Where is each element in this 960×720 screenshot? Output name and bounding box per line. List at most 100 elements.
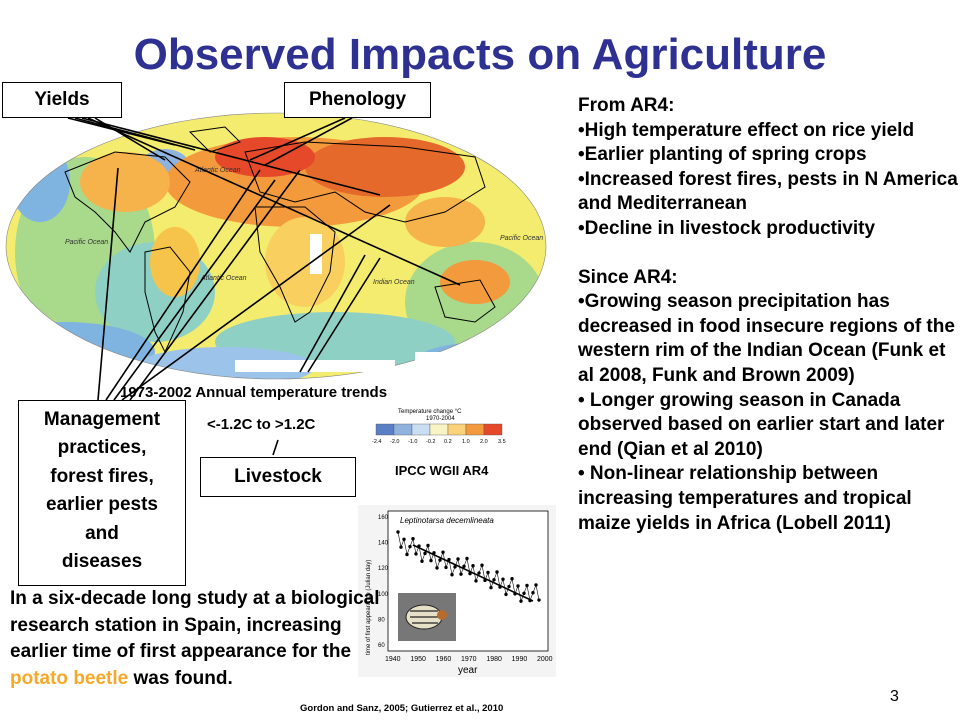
inset-y-tick: 60 [378,643,385,649]
since-heading: Since AR4: [578,266,678,288]
observation-point [396,530,400,534]
observation-point [489,585,493,590]
inset-y-tick: 120 [378,566,389,572]
since-bullet: • Longer growing season in Canada observ… [578,389,945,460]
ar4-bullet: •High temperature effect on rice yield [578,119,915,141]
inset-x-tick: 1940 [385,656,401,663]
legend-tick: -0.2 [426,439,435,445]
since-bullet: •Growing season precipitation has decrea… [578,291,955,386]
study-text: In a six-decade long study at a biologic… [10,586,382,692]
observation-point [504,592,508,597]
right-column: From AR4: •High temperature effect on ri… [578,94,960,536]
study-text-before: In a six-decade long study at a biologic… [10,588,380,662]
legend-tick: 2.0 [480,439,488,445]
potato-beetle-highlight: potato beetle [10,667,129,689]
livestock-label: Livestock [234,466,322,487]
observation-point [423,551,427,556]
observation-point [480,563,484,567]
slide-title: Observed Impacts on Agriculture [133,30,827,79]
inset-y-tick: 140 [378,541,389,547]
observation-point [429,558,433,563]
temperature-trend-map: Atlantic Ocean Pacific Ocean Pacific Oce… [5,112,547,380]
observation-point [465,556,469,561]
legend-swatch [375,423,395,436]
legend-years: 1970-2004 [426,416,455,422]
map-caption: 1973-2002 Annual temperature trends [120,384,388,401]
observation-point [510,576,514,581]
inset-x-tick: 1950 [410,656,426,663]
inset-x-tick: 1960 [436,656,452,663]
inset-y-tick: 160 [378,515,389,521]
legend-swatch [465,423,485,436]
study-text-after: was found. [128,667,233,689]
management-label-line: Management [43,409,161,430]
observation-point [450,572,454,577]
observation-point [495,570,499,574]
management-label-line: forest fires, [50,465,154,487]
ocean-label: Pacific Ocean [65,239,108,246]
species-name: Leptinotarsa decemlineata [400,516,494,525]
observation-point [459,572,463,576]
observation-point [519,599,523,603]
observation-point [501,577,505,581]
observation-point [411,537,415,541]
ar4-heading: From AR4: [578,95,675,116]
observation-point [444,565,448,570]
yields-label: Yields [34,89,90,110]
management-label-line: practices, [57,437,147,459]
management-label-line: diseases [61,551,143,573]
inset-y-tick: 80 [378,617,385,623]
inset-x-tick: 1970 [461,656,477,663]
legend-swatch [393,423,413,436]
inset-x-tick: 1990 [512,656,528,663]
inset-y-tick: 100 [378,592,389,598]
observation-point [537,598,541,602]
phenology-label: Phenology [308,89,407,110]
inset-ylabel: time of first appearance (Julian day) [366,560,372,655]
legend-swatch [483,423,503,436]
observation-point [438,558,442,562]
trend-line [412,544,534,602]
inset-xlabel: year [458,665,478,676]
management-label-box: Management practices, forest fires, earl… [18,400,186,586]
observation-point [462,564,466,568]
observation-point [477,571,481,575]
management-label-line: earlier pests [46,494,158,516]
ocean-label: Indian Ocean [373,279,415,286]
ocean-label: Atlantic Ocean [200,275,247,282]
observation-point [522,591,526,596]
observation-point [405,552,409,557]
observation-point [435,566,439,570]
legend-swatch [447,423,467,436]
observation-point [531,591,535,595]
legend-tick: 3.5 [498,439,506,445]
observation-point [420,559,424,563]
legend-tick: -2.4 [372,439,381,445]
observation-point [408,544,412,549]
beetle-photo [398,593,456,641]
legend-tick: -1.0 [408,439,417,445]
footnote: Gordon and Sanz, 2005; Gutierrez et al.,… [300,703,504,714]
observation-point [426,543,430,548]
potato-beetle-chart: Leptinotarsa decemlineata time of first … [358,505,556,677]
phenology-label-box: Phenology [284,82,431,118]
legend-tick: -2.0 [390,439,399,445]
ar4-bullet: •Earlier planting of spring crops [578,144,867,166]
observation-point [525,583,529,588]
ar4-bullet: •Increased forest fires, pests in N Amer… [578,168,958,215]
observation-point [507,584,511,589]
livestock-label-box: Livestock [200,457,356,497]
temperature-range: <-1.2C to >1.2C [207,416,316,433]
ocean-label: Atlantic Ocean [194,167,241,174]
observation-point [456,557,460,561]
observation-point [486,570,490,575]
observation-point [402,537,406,541]
legend-tick: 1.0 [462,439,470,445]
legend-swatch [429,423,449,436]
ar4-bullet: •Decline in livestock productivity [578,217,876,239]
observation-point [534,583,538,587]
yields-label-box: Yields [2,82,122,118]
inset-x-tick: 2000 [537,656,553,663]
observation-point [516,584,520,588]
